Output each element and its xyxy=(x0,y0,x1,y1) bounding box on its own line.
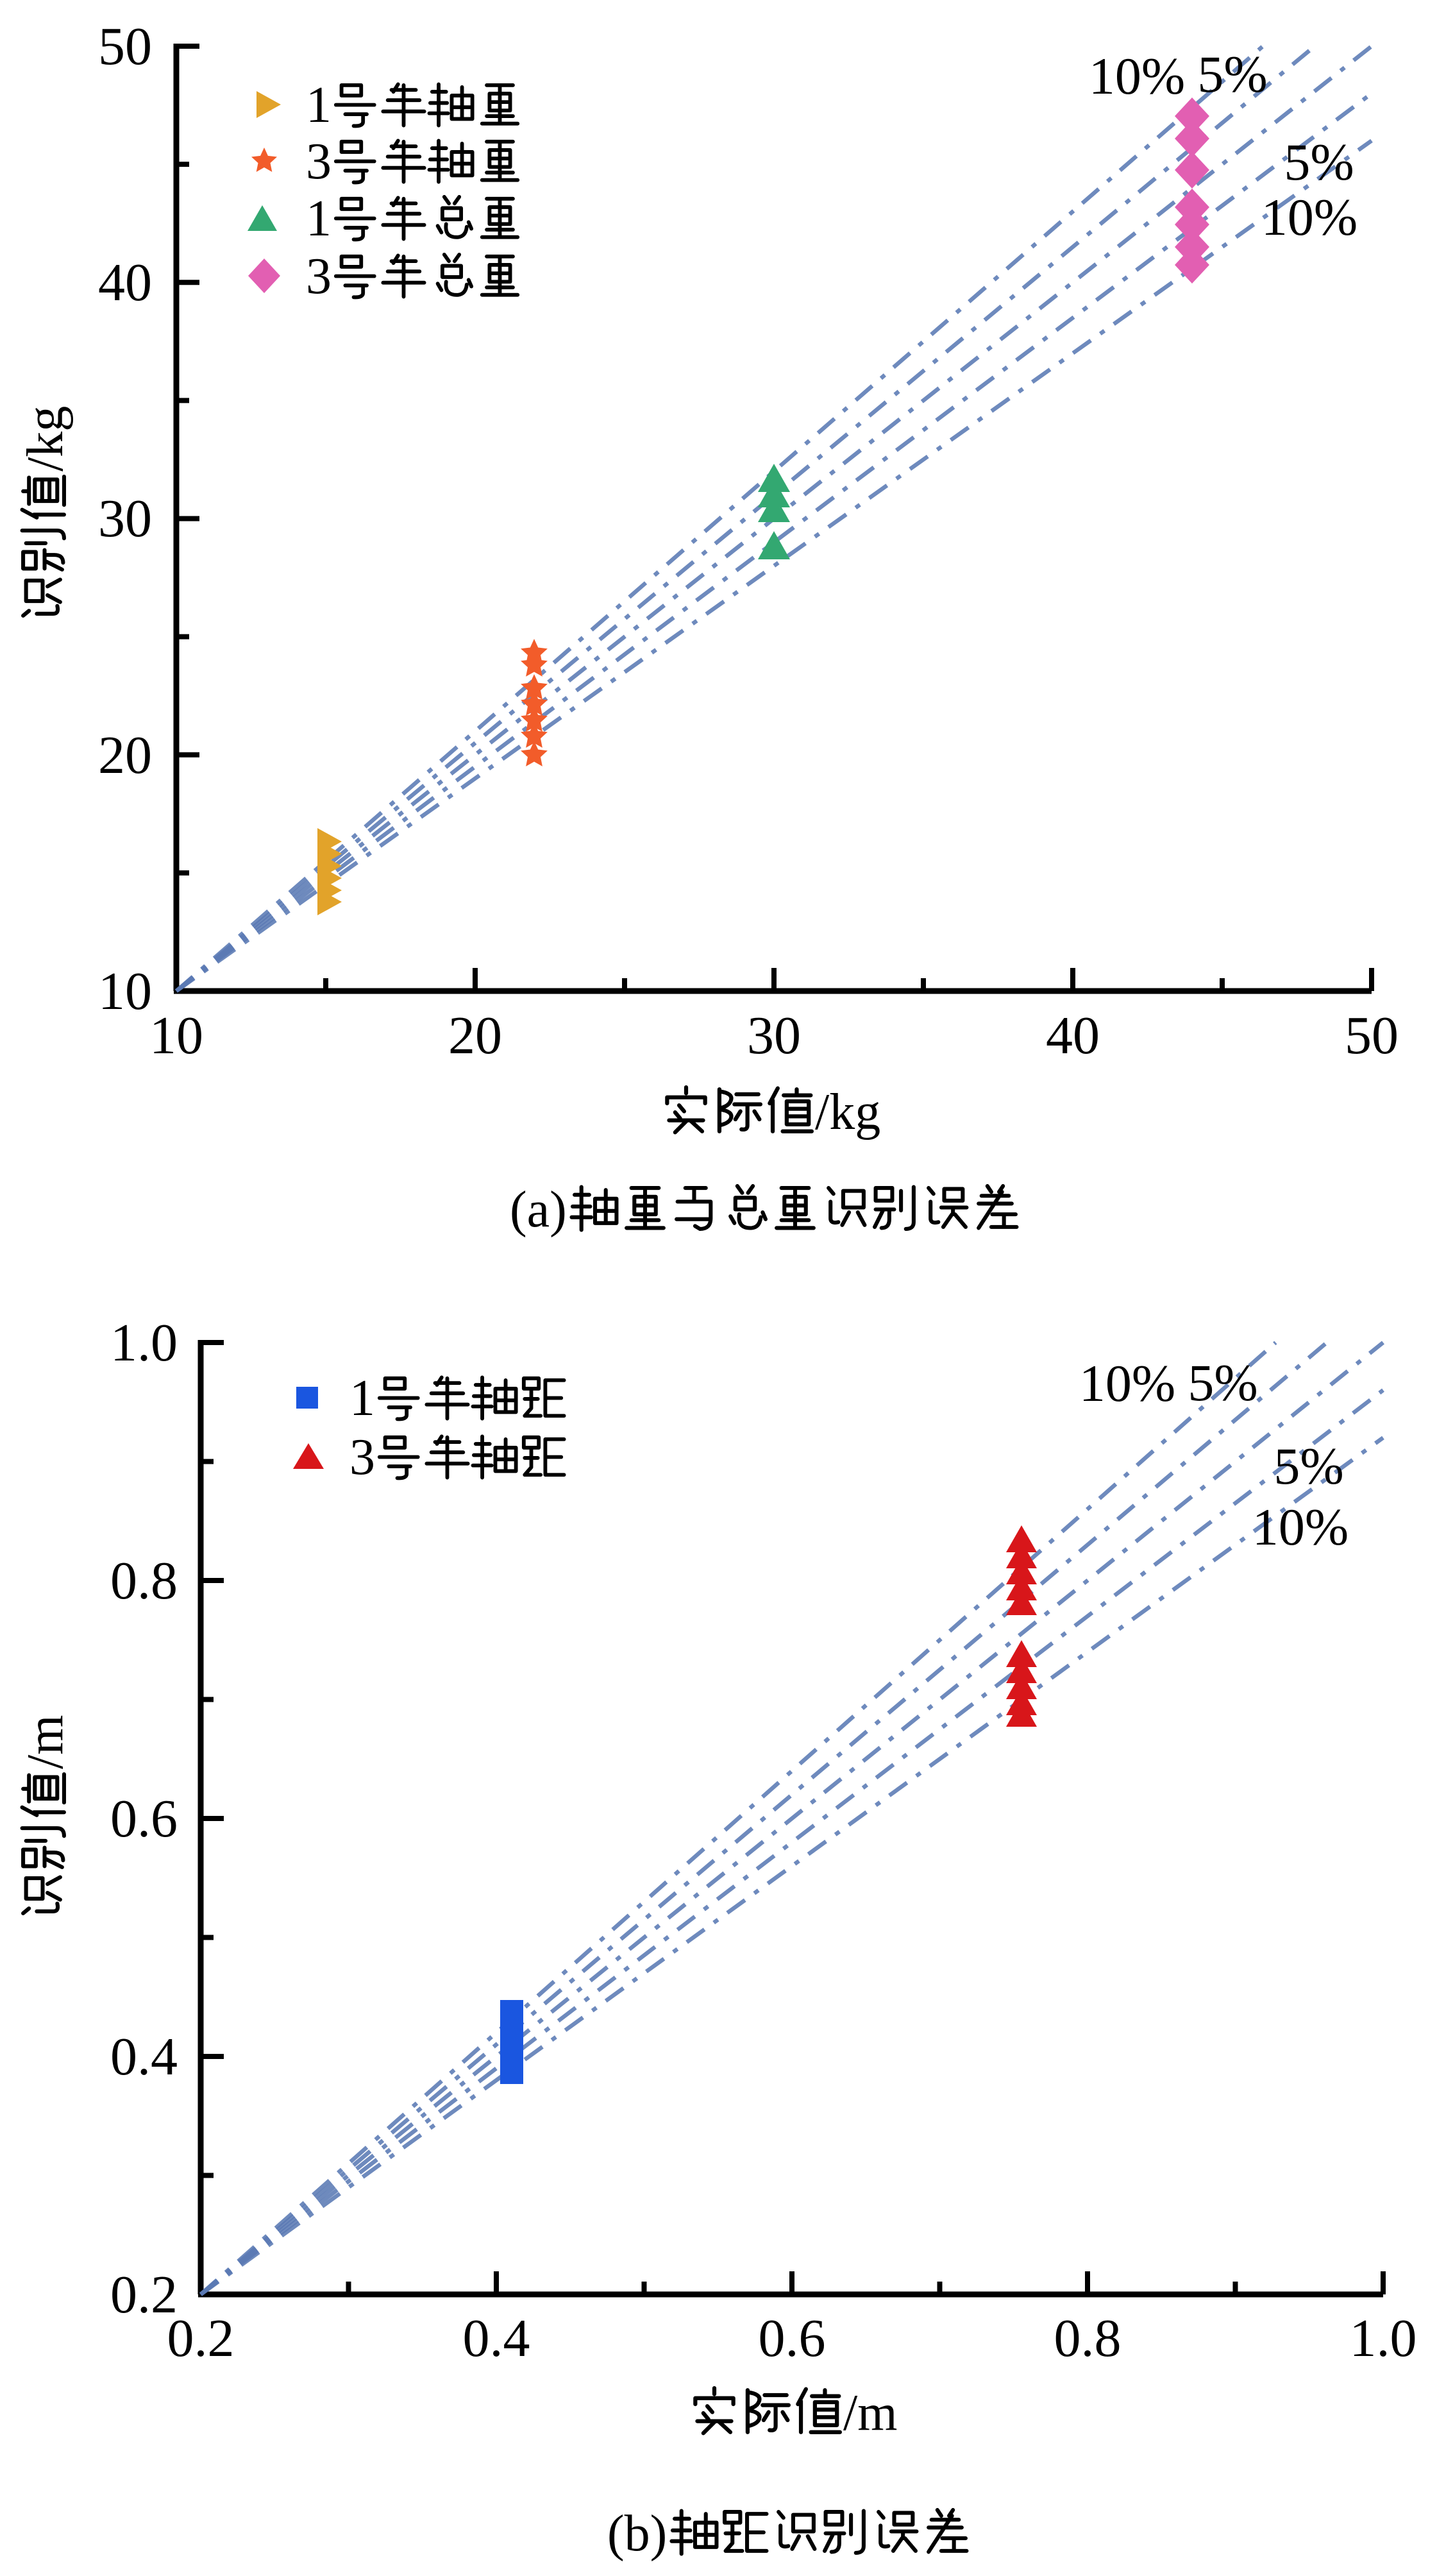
svg-text:0.8: 0.8 xyxy=(1054,2309,1122,2368)
svg-text:0.8: 0.8 xyxy=(110,1551,178,1611)
svg-text:/m: /m xyxy=(843,2385,897,2441)
svg-text:1.0: 1.0 xyxy=(110,1313,178,1373)
svg-text:1.0: 1.0 xyxy=(1350,2309,1417,2368)
svg-text:30: 30 xyxy=(747,1006,801,1065)
svg-text:0.6: 0.6 xyxy=(759,2309,826,2368)
svg-text:50: 50 xyxy=(1345,1006,1399,1065)
svg-text:40: 40 xyxy=(98,253,152,312)
svg-text:10%: 10% xyxy=(1261,188,1357,246)
svg-text:3: 3 xyxy=(349,1429,375,1486)
svg-text:10%: 10% xyxy=(1252,1498,1349,1556)
svg-text:1: 1 xyxy=(306,77,332,133)
svg-text:0.6: 0.6 xyxy=(110,1789,178,1849)
svg-text:5%: 5% xyxy=(1188,1353,1257,1412)
svg-text:10: 10 xyxy=(98,962,152,1021)
svg-text:10%: 10% xyxy=(1079,1354,1175,1412)
svg-text:0.4: 0.4 xyxy=(110,2027,178,2087)
svg-text:10%: 10% xyxy=(1089,47,1185,105)
svg-text:/m: /m xyxy=(17,1715,74,1769)
svg-text:50: 50 xyxy=(98,17,152,76)
svg-text:5%: 5% xyxy=(1197,45,1267,103)
svg-text:10: 10 xyxy=(149,1006,203,1065)
svg-text:5%: 5% xyxy=(1273,1437,1343,1495)
svg-text:(a): (a) xyxy=(510,1182,567,1238)
svg-text:5%: 5% xyxy=(1284,133,1354,191)
svg-text:20: 20 xyxy=(448,1006,502,1065)
svg-text:20: 20 xyxy=(98,725,152,785)
svg-text:0.2: 0.2 xyxy=(110,2265,178,2325)
svg-text:3: 3 xyxy=(306,248,332,305)
svg-text:1: 1 xyxy=(349,1370,375,1427)
svg-text:(b): (b) xyxy=(607,2505,667,2562)
svg-text:3: 3 xyxy=(306,133,332,190)
svg-text:1: 1 xyxy=(306,191,332,247)
svg-text:/kg: /kg xyxy=(815,1084,880,1140)
svg-text:0.2: 0.2 xyxy=(167,2309,235,2368)
svg-text:40: 40 xyxy=(1046,1006,1100,1065)
svg-text:/kg: /kg xyxy=(17,406,74,471)
svg-text:30: 30 xyxy=(98,489,152,548)
svg-text:0.4: 0.4 xyxy=(463,2309,530,2368)
